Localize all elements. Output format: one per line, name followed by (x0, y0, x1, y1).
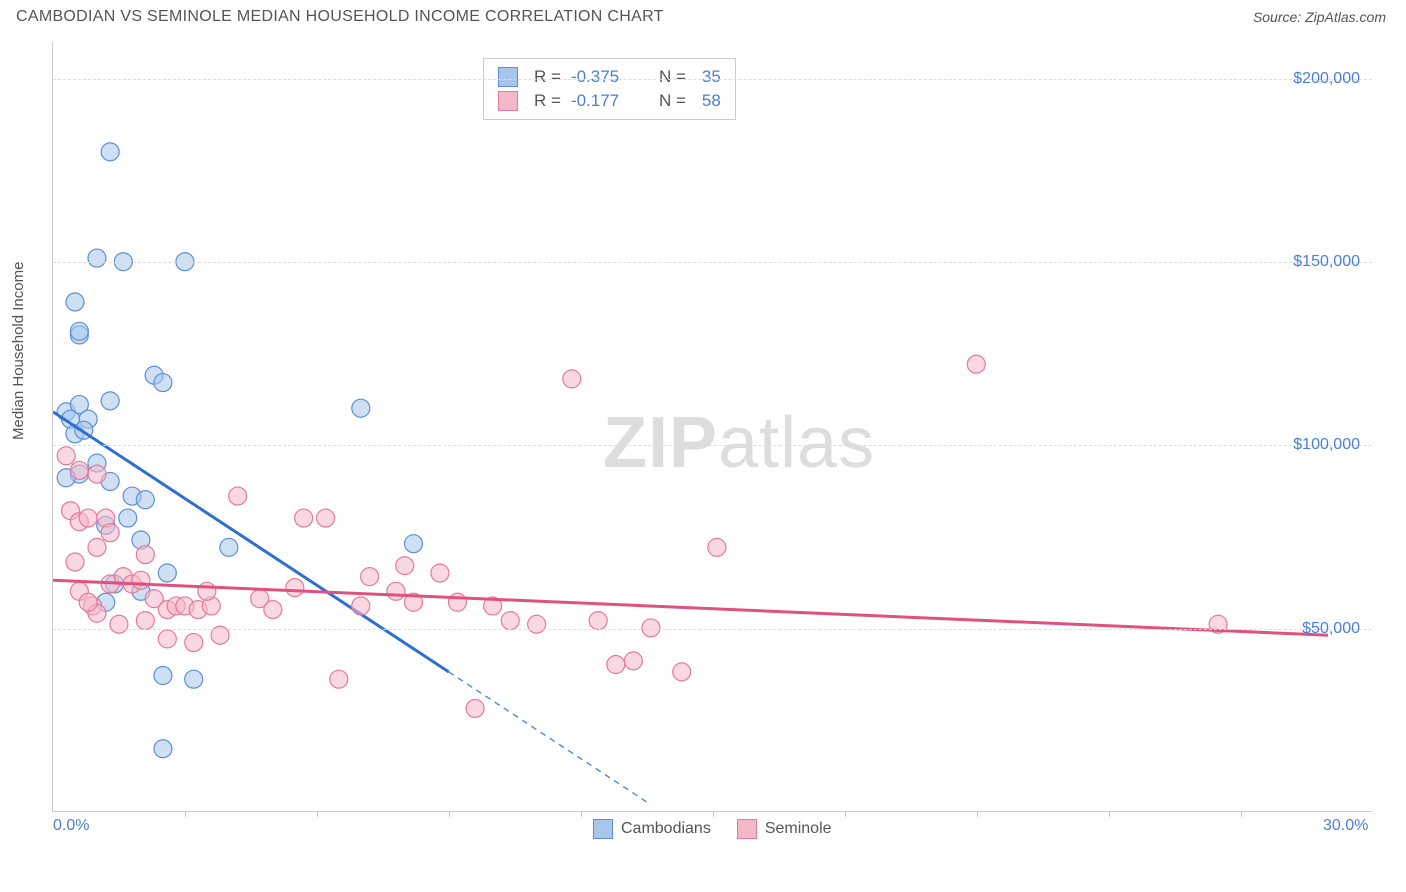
plot-area: ZIPatlas R = -0.375 N = 35 R = -0.177 N … (52, 42, 1372, 812)
legend-item-cambodians: Cambodians (593, 819, 711, 839)
legend-row-seminole: R = -0.177 N = 58 (498, 89, 721, 113)
swatch-cambodians (498, 67, 518, 87)
legend-row-cambodians: R = -0.375 N = 35 (498, 65, 721, 89)
y-axis-label: Median Household Income (10, 262, 27, 440)
swatch-seminole (498, 91, 518, 111)
swatch-seminole-icon (737, 819, 757, 839)
source-label: Source: ZipAtlas.com (1253, 9, 1386, 25)
chart-title: CAMBODIAN VS SEMINOLE MEDIAN HOUSEHOLD I… (16, 8, 664, 26)
chart-header: CAMBODIAN VS SEMINOLE MEDIAN HOUSEHOLD I… (0, 0, 1406, 30)
swatch-cambodians-icon (593, 819, 613, 839)
legend-series: Cambodians Seminole (593, 819, 832, 839)
chart-container: Median Household Income ZIPatlas R = -0.… (0, 30, 1406, 850)
legend-correlation: R = -0.375 N = 35 R = -0.177 N = 58 (483, 58, 736, 120)
scatter-svg (53, 42, 1372, 811)
legend-item-seminole: Seminole (737, 819, 832, 839)
